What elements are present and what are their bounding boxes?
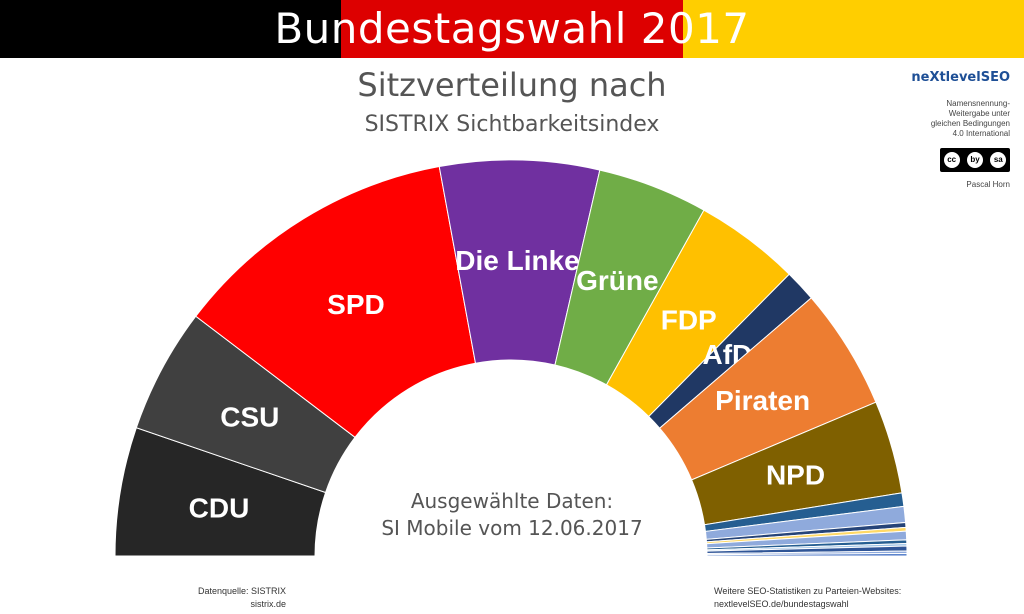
source-footer: Datenquelle: SISTRIX sistrix.de xyxy=(198,585,286,611)
slice-spd xyxy=(195,165,477,439)
slice-label: NPD xyxy=(766,459,825,490)
by-icon: by xyxy=(966,152,983,168)
slice-label: Die Linke xyxy=(455,245,579,276)
more-stats-link[interactable]: nextlevelSEO.de/bundestagswahl xyxy=(714,599,849,609)
slice-label: Grüne xyxy=(576,265,658,296)
license-text: Namensnennung- Weitergabe unter gleichen… xyxy=(900,99,1010,139)
center-caption-line1: Ausgewählte Daten: xyxy=(410,489,614,513)
slice-label: CSU xyxy=(220,402,279,433)
slice-other-18 xyxy=(706,553,908,557)
more-stats-footer: Weitere SEO-Statistiken zu Parteien-Webs… xyxy=(714,585,901,611)
slice-label: Piraten xyxy=(715,385,810,416)
slice-label: CDU xyxy=(189,492,250,523)
license-line: Namensnennung- xyxy=(946,99,1010,108)
slice-label: SPD xyxy=(327,289,385,320)
license-line: 4.0 International xyxy=(952,129,1010,138)
nextlevelseo-logo: neXtlevelSEO xyxy=(911,70,1010,85)
license-line: gleichen Bedingungen xyxy=(930,119,1010,128)
sa-icon: sa xyxy=(990,152,1007,168)
chart-subtitle: SISTRIX Sichtbarkeitsindex xyxy=(364,112,660,137)
flag-banner xyxy=(0,0,1024,58)
source-label: Datenquelle: SISTRIX xyxy=(197,586,286,596)
more-stats-label: Weitere SEO-Statistiken zu Parteien-Webs… xyxy=(714,586,902,596)
banner-stripe-gold xyxy=(682,0,1024,58)
author-name: Pascal Horn xyxy=(966,180,1010,189)
cc-by-sa-icon: cc by sa xyxy=(940,148,1010,172)
banner-stripe-red xyxy=(341,0,683,58)
cc-icon: cc xyxy=(943,152,960,168)
source-link[interactable]: sistrix.de xyxy=(250,599,286,609)
banner-title: Bundestagswahl 2017 xyxy=(274,4,750,53)
center-caption-line2: SI Mobile vom 12.06.2017 xyxy=(381,516,643,540)
chart-title: Sitzverteilung nach xyxy=(357,66,667,104)
banner-stripe-black xyxy=(0,0,342,58)
slice-label: FDP xyxy=(661,304,717,335)
license-line: Weitergabe unter xyxy=(948,109,1010,118)
